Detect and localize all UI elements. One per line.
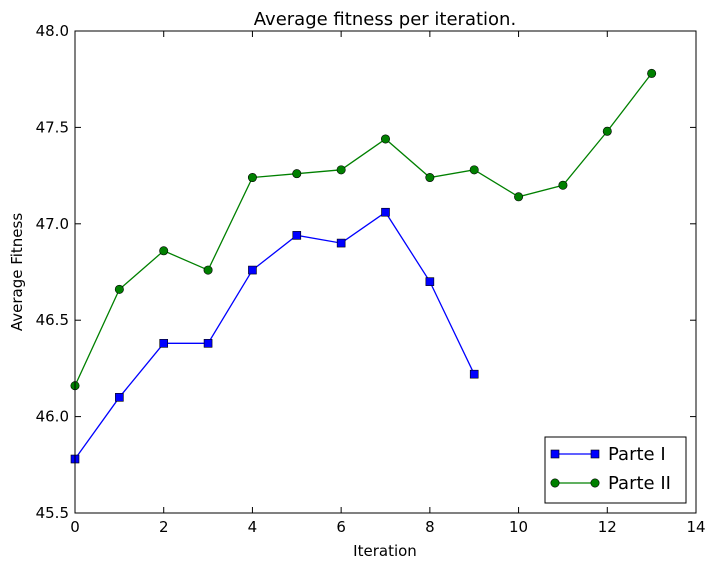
series-line [74, 211, 475, 460]
x-tick-label: 4 [248, 518, 258, 536]
data-point [469, 369, 479, 379]
legend-marker [590, 478, 600, 488]
y-tick-label: 46.5 [36, 311, 69, 329]
data-point [647, 68, 657, 78]
x-tick-label: 8 [425, 518, 435, 536]
data-point [336, 238, 346, 248]
data-point [159, 339, 169, 348]
legend-label: Parte I [608, 444, 666, 465]
legend-label: Parte II [608, 473, 671, 494]
legend-marker [550, 449, 560, 459]
legend-item: Parte II [550, 473, 671, 494]
data-point [425, 277, 435, 286]
y-tick-label: 46.0 [36, 408, 69, 426]
y-axis-label: Average Fitness [8, 213, 26, 332]
y-tick-label: 48.0 [36, 22, 69, 40]
data-point [558, 180, 568, 190]
series-1 [70, 207, 479, 464]
data-point [381, 207, 390, 217]
x-tick-label: 10 [509, 518, 528, 536]
x-tick-label: 14 [686, 518, 705, 536]
series-layer [70, 68, 657, 464]
x-axis-label: Iteration [353, 542, 417, 560]
legend: Parte I Parte II [544, 436, 687, 504]
x-tick-label: 2 [159, 518, 169, 536]
data-point [336, 165, 346, 175]
series-2 [70, 68, 657, 391]
data-point [248, 265, 257, 275]
data-point [247, 173, 257, 183]
y-tick-label: 47.5 [36, 118, 69, 136]
data-point [292, 169, 302, 179]
y-tick-label: 45.5 [36, 504, 69, 522]
x-tick-label: 0 [70, 518, 80, 536]
legend-box [544, 436, 687, 504]
data-point [115, 393, 124, 402]
data-point [292, 231, 302, 240]
plot-frame [74, 30, 697, 514]
series-line [74, 73, 653, 387]
data-point [203, 339, 213, 348]
x-tick-label: 12 [598, 518, 617, 536]
x-tick-label: 6 [336, 518, 346, 536]
data-point [203, 265, 213, 275]
data-point [425, 173, 435, 183]
data-point [602, 126, 612, 136]
legend-item: Parte I [550, 444, 666, 465]
data-point [469, 165, 479, 175]
data-point [114, 284, 124, 294]
y-tick-label: 47.0 [36, 215, 69, 233]
legend-marker [550, 478, 560, 488]
data-point [159, 246, 169, 256]
legend-marker [590, 449, 600, 459]
data-point [514, 192, 524, 202]
data-point [380, 134, 390, 144]
chart-title: Average fitness per iteration. [254, 9, 516, 30]
